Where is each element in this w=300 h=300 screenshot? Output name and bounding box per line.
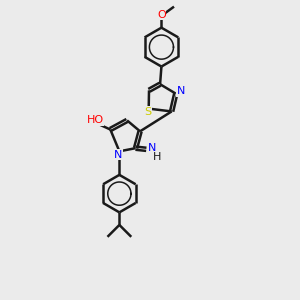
Text: S: S xyxy=(144,107,151,117)
Text: H: H xyxy=(153,152,161,162)
Text: HO: HO xyxy=(86,116,103,125)
Text: N: N xyxy=(148,143,156,153)
Text: N: N xyxy=(114,150,122,160)
Text: O: O xyxy=(157,10,166,20)
Text: N: N xyxy=(177,86,185,96)
